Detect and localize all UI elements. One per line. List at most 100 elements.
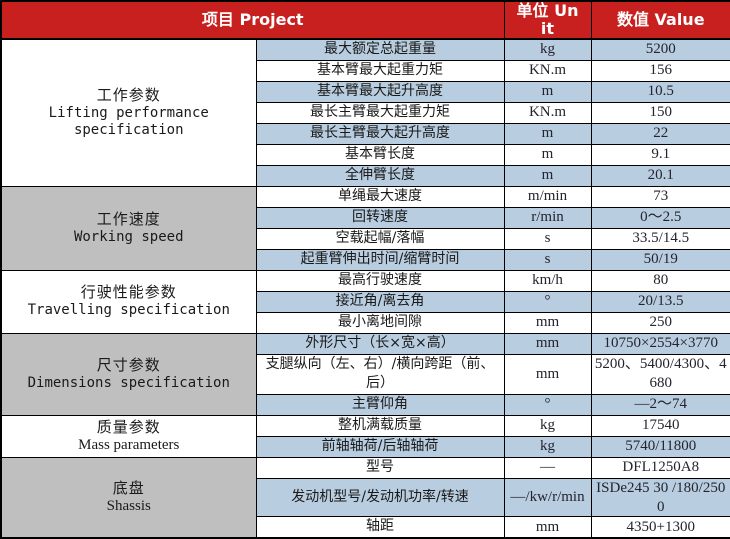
item-cell: 发动机型号/发动机功率/转速 <box>255 477 505 518</box>
value-cell: 33.5/14.5 <box>590 227 730 250</box>
category-cell: 底盘 Shassis <box>0 456 257 539</box>
spec-row: 工作速度 Working speed 单绳最大速度 m/min 73 <box>0 185 730 271</box>
value-cell: 10750×2554×3770 <box>590 332 730 355</box>
unit-cell: m <box>503 80 592 103</box>
item-cell: 主臂仰角 <box>255 393 505 416</box>
unit-cell: kg <box>503 435 592 458</box>
unit-cell: m <box>503 164 592 187</box>
unit-cell: s <box>503 227 592 250</box>
category-label-en: Mass parameters <box>78 437 180 454</box>
item-cell: 前轴轴荷/后轴轴荷 <box>255 435 505 458</box>
category-label-en: Lifting performance specification <box>48 104 209 139</box>
item-cell: 外形尺寸（长×宽×高） <box>255 332 505 355</box>
spec-row: 最小离地间隙 mm 250 <box>1 311 730 334</box>
unit-cell: kg <box>503 414 592 437</box>
category-label-en: Working speed <box>73 228 184 245</box>
spec-row: 发动机型号/发动机功率/转速 —/kw/r/min ISDe245 30 /180/… <box>1 477 730 518</box>
unit-cell: m <box>503 122 592 145</box>
spec-row: 回转速度 r/min 0～2.5 <box>1 206 730 229</box>
category-label-zh: 工作速度 <box>96 209 161 228</box>
category-label-zh: 工作参数 <box>96 85 161 104</box>
value-cell: 4350+1300 <box>590 516 730 539</box>
spec-row: 接近角/离去角 ° 20/13.5 <box>1 290 730 313</box>
unit-cell: —/kw/r/min <box>503 477 592 518</box>
unit-cell: m/min <box>503 185 592 208</box>
value-cell: 20.1 <box>590 164 730 187</box>
category-cell: 工作速度 Working speed <box>0 185 257 271</box>
item-cell: 最大额定总起重量 <box>255 38 505 61</box>
item-cell: 单绳最大速度 <box>255 185 505 208</box>
unit-cell: ° <box>503 290 592 313</box>
item-cell: 最小离地间隙 <box>255 311 505 334</box>
spec-row: 质量参数 Mass parameters 整机满载质量 kg 17540 <box>0 414 730 458</box>
spec-row: 最长主臂最大起升高度 m 22 <box>1 122 730 145</box>
unit-cell: mm <box>503 516 592 539</box>
unit-cell: mm <box>503 332 592 355</box>
value-cell: 5200、5400/4300、4680 <box>590 353 730 395</box>
item-cell: 基本臂最大起重力矩 <box>255 59 505 82</box>
category-label-zh: 底盘 <box>112 478 145 497</box>
category-cell: 行驶性能参数 Travelling specification <box>0 269 257 334</box>
item-cell: 基本臂长度 <box>255 143 505 166</box>
category-label-en: Travelling specification <box>27 302 230 319</box>
header-project: 项目 Project <box>0 0 505 40</box>
unit-cell: mm <box>503 353 592 395</box>
value-cell: 9.1 <box>590 143 730 166</box>
unit-cell: — <box>503 456 592 479</box>
value-cell: 17540 <box>590 414 730 437</box>
item-cell: 空载起幅/落幅 <box>255 227 505 250</box>
spec-row: 起重臂伸出时间/缩臂时间 s 50/19 <box>1 248 730 271</box>
spec-row: 支腿纵向（左、右）/横向跨距（前、后） mm 5200、5400/4300、4680 <box>1 353 730 395</box>
unit-cell: m <box>503 143 592 166</box>
spec-row: 基本臂长度 m 9.1 <box>1 143 730 166</box>
value-cell: DFL1250A8 <box>590 456 730 479</box>
unit-cell: KN.m <box>503 101 592 124</box>
header-value: 数值 Value <box>590 0 730 40</box>
category-label-en: Dimensions specification <box>27 374 230 391</box>
item-cell: 回转速度 <box>255 206 505 229</box>
value-cell: 156 <box>590 59 730 82</box>
category-cell: 尺寸参数 Dimensions specification <box>0 332 257 416</box>
value-cell: 5740/11800 <box>590 435 730 458</box>
unit-cell: r/min <box>503 206 592 229</box>
item-cell: 最高行驶速度 <box>255 269 505 292</box>
value-cell: 80 <box>590 269 730 292</box>
value-cell: 10.5 <box>590 80 730 103</box>
value-cell: 22 <box>590 122 730 145</box>
category-cell: 质量参数 Mass parameters <box>0 414 257 458</box>
item-cell: 接近角/离去角 <box>255 290 505 313</box>
value-cell: 5200 <box>590 38 730 61</box>
value-cell: —2～74 <box>590 393 730 416</box>
spec-row: 主臂仰角 ° —2～74 <box>1 393 730 416</box>
spec-row: 空载起幅/落幅 s 33.5/14.5 <box>1 227 730 250</box>
category-label-en: Shassis <box>106 498 151 515</box>
item-cell: 轴距 <box>255 516 505 539</box>
item-cell: 支腿纵向（左、右）/横向跨距（前、后） <box>255 353 505 395</box>
spec-row: 尺寸参数 Dimensions specification 外形尺寸（长×宽×高） m… <box>0 332 730 416</box>
value-cell: 150 <box>590 101 730 124</box>
value-cell: 0～2.5 <box>590 206 730 229</box>
spec-row: 底盘 Shassis 型号 — DFL1250A8 <box>0 456 730 539</box>
value-cell: 73 <box>590 185 730 208</box>
item-cell: 最长主臂最大起升高度 <box>255 122 505 145</box>
item-cell: 全伸臂长度 <box>255 164 505 187</box>
spec-table-body: 工作参数 Lifting performance specification 最大额… <box>0 38 730 539</box>
header-row: 项目 Project 单位 Unit 数值 Value <box>0 0 730 40</box>
spec-row: 前轴轴荷/后轴轴荷 kg 5740/11800 <box>1 435 730 458</box>
unit-cell: km/h <box>503 269 592 292</box>
item-cell: 最长主臂最大起重力矩 <box>255 101 505 124</box>
value-cell: 20/13.5 <box>590 290 730 313</box>
value-cell: 250 <box>590 311 730 334</box>
spec-row: 工作参数 Lifting performance specification 最大额… <box>0 38 730 187</box>
item-cell: 基本臂最大起升高度 <box>255 80 505 103</box>
unit-cell: kg <box>503 38 592 61</box>
item-cell: 整机满载质量 <box>255 414 505 437</box>
spec-row: 行驶性能参数 Travelling specification 最高行驶速度 km/h… <box>0 269 730 334</box>
category-label-zh: 尺寸参数 <box>96 356 161 375</box>
unit-cell: ° <box>503 393 592 416</box>
item-cell: 型号 <box>255 456 505 479</box>
category-label-zh: 质量参数 <box>96 417 161 436</box>
unit-cell: s <box>503 248 592 271</box>
spec-row: 基本臂最大起重力矩 KN.m 156 <box>1 59 730 82</box>
